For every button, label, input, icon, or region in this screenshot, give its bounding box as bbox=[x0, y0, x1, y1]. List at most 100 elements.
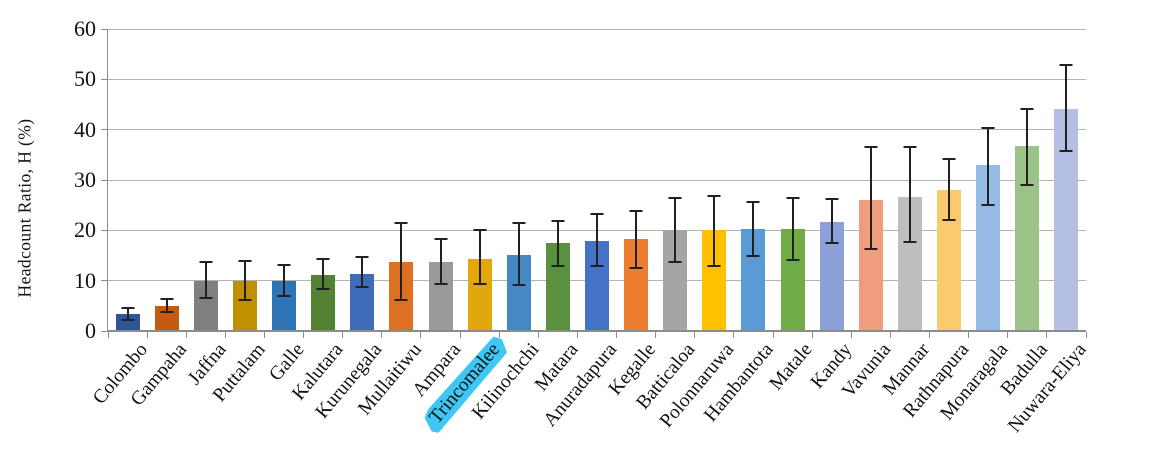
x-tick-0 bbox=[107, 332, 109, 338]
y-axis-title: Headcount Ratio, H (%) bbox=[14, 118, 35, 298]
error-bar-nuwara-eliya bbox=[1059, 63, 1073, 152]
x-tick-3 bbox=[224, 332, 226, 338]
plot-area bbox=[101, 28, 1087, 338]
error-cap-bottom-polonnaruwa bbox=[707, 265, 721, 268]
error-cap-top-kegalle bbox=[629, 210, 643, 213]
error-cap-top-badulla bbox=[1020, 107, 1034, 110]
error-bar-monaragala bbox=[981, 126, 995, 206]
y-tick-label-50: 50 bbox=[74, 66, 96, 92]
error-cap-bottom-badulla bbox=[1020, 183, 1034, 186]
x-tick-24 bbox=[1046, 332, 1048, 338]
x-tick-7 bbox=[381, 332, 383, 338]
error-bar-badulla bbox=[1020, 107, 1034, 186]
error-cap-bottom-kegalle bbox=[629, 267, 643, 270]
error-cap-bottom-matale bbox=[786, 258, 800, 261]
x-tick-9 bbox=[459, 332, 461, 338]
error-cap-top-mullaitiwu bbox=[394, 221, 408, 224]
error-cap-top-galle bbox=[277, 264, 291, 267]
error-bar-batticaloa bbox=[668, 196, 682, 264]
error-cap-top-polonnaruwa bbox=[707, 194, 721, 197]
error-cap-top-anuradapura bbox=[590, 212, 604, 215]
x-tick-23 bbox=[1007, 332, 1009, 338]
error-cap-top-vavunia bbox=[864, 145, 878, 148]
error-cap-bottom-ampara bbox=[434, 283, 448, 286]
error-cap-bottom-monaragala bbox=[981, 203, 995, 206]
y-tick-label-30: 30 bbox=[74, 167, 96, 192]
y-tick-0 bbox=[101, 330, 108, 332]
gridline-30 bbox=[108, 179, 1086, 181]
error-bar-rathnapura bbox=[942, 157, 956, 221]
error-cap-top-ampara bbox=[434, 237, 448, 240]
error-bar-colombo bbox=[121, 306, 135, 321]
x-tick-16 bbox=[733, 332, 735, 338]
x-tick-22 bbox=[968, 332, 970, 338]
error-bar-galle bbox=[277, 264, 291, 297]
error-bar-matale bbox=[786, 196, 800, 261]
error-cap-bottom-kilinochchi bbox=[512, 284, 526, 287]
x-tick-13 bbox=[616, 332, 618, 338]
x-tick-1 bbox=[146, 332, 148, 338]
error-cap-bottom-mullaitiwu bbox=[394, 298, 408, 301]
x-tick-17 bbox=[772, 332, 774, 338]
error-cap-bottom-galle bbox=[277, 294, 291, 297]
bar-colombo bbox=[115, 313, 140, 331]
y-tick-label-0: 0 bbox=[85, 318, 96, 343]
x-tick-21 bbox=[929, 332, 931, 338]
error-cap-bottom-trincomalee bbox=[473, 283, 487, 286]
error-cap-top-matara bbox=[551, 219, 565, 222]
error-cap-top-nuwara-eliya bbox=[1059, 63, 1073, 66]
x-tick-4 bbox=[263, 332, 265, 338]
x-tick-25 bbox=[1085, 332, 1087, 338]
error-cap-bottom-puttalam bbox=[238, 298, 252, 301]
error-cap-bottom-vavunia bbox=[864, 247, 878, 250]
error-cap-bottom-anuradapura bbox=[590, 265, 604, 268]
x-tick-19 bbox=[850, 332, 852, 338]
x-tick-14 bbox=[655, 332, 657, 338]
error-bar-hambantota bbox=[746, 200, 760, 257]
error-bar-kilinochchi bbox=[512, 221, 526, 287]
error-cap-bottom-gampaha bbox=[160, 310, 174, 313]
error-bar-gampaha bbox=[160, 297, 174, 313]
error-bar-kurunegala bbox=[355, 256, 369, 289]
error-cap-bottom-colombo bbox=[121, 318, 135, 321]
x-tick-11 bbox=[537, 332, 539, 338]
y-tick-20 bbox=[101, 229, 108, 231]
error-cap-top-hambantota bbox=[746, 200, 760, 203]
error-cap-top-kilinochchi bbox=[512, 221, 526, 224]
error-cap-top-matale bbox=[786, 196, 800, 199]
y-tick-60 bbox=[101, 28, 108, 30]
gridline-40 bbox=[108, 129, 1086, 131]
x-tick-2 bbox=[185, 332, 187, 338]
error-bar-puttalam bbox=[238, 260, 252, 301]
error-cap-bottom-kandy bbox=[825, 241, 839, 244]
error-bar-polonnaruwa bbox=[707, 194, 721, 268]
y-tick-10 bbox=[101, 280, 108, 282]
error-cap-bottom-matara bbox=[551, 265, 565, 268]
error-cap-top-kandy bbox=[825, 198, 839, 201]
x-tick-18 bbox=[811, 332, 813, 338]
y-tick-label-10: 10 bbox=[74, 267, 96, 293]
y-tick-50 bbox=[101, 78, 108, 80]
error-bar-kalutara bbox=[316, 258, 330, 291]
y-tick-40 bbox=[101, 129, 108, 131]
x-tick-12 bbox=[576, 332, 578, 338]
error-cap-top-gampaha bbox=[160, 297, 174, 300]
error-cap-bottom-batticaloa bbox=[668, 261, 682, 264]
error-bar-vavunia bbox=[864, 145, 878, 250]
x-tick-20 bbox=[889, 332, 891, 338]
x-tick-5 bbox=[303, 332, 305, 338]
error-bar-trincomalee bbox=[473, 228, 487, 286]
x-label-matale: Matale bbox=[766, 339, 817, 395]
error-cap-bottom-hambantota bbox=[746, 255, 760, 257]
gridline-50 bbox=[108, 78, 1086, 80]
y-tick-label-20: 20 bbox=[74, 217, 96, 243]
error-cap-top-batticaloa bbox=[668, 196, 682, 199]
error-cap-bottom-kurunegala bbox=[355, 286, 369, 289]
error-cap-top-trincomalee bbox=[473, 228, 487, 231]
error-cap-top-monaragala bbox=[981, 126, 995, 129]
error-cap-top-rathnapura bbox=[942, 157, 956, 160]
y-tick-label-40: 40 bbox=[74, 116, 96, 142]
error-bar-matara bbox=[551, 219, 565, 268]
x-tick-6 bbox=[342, 332, 344, 338]
